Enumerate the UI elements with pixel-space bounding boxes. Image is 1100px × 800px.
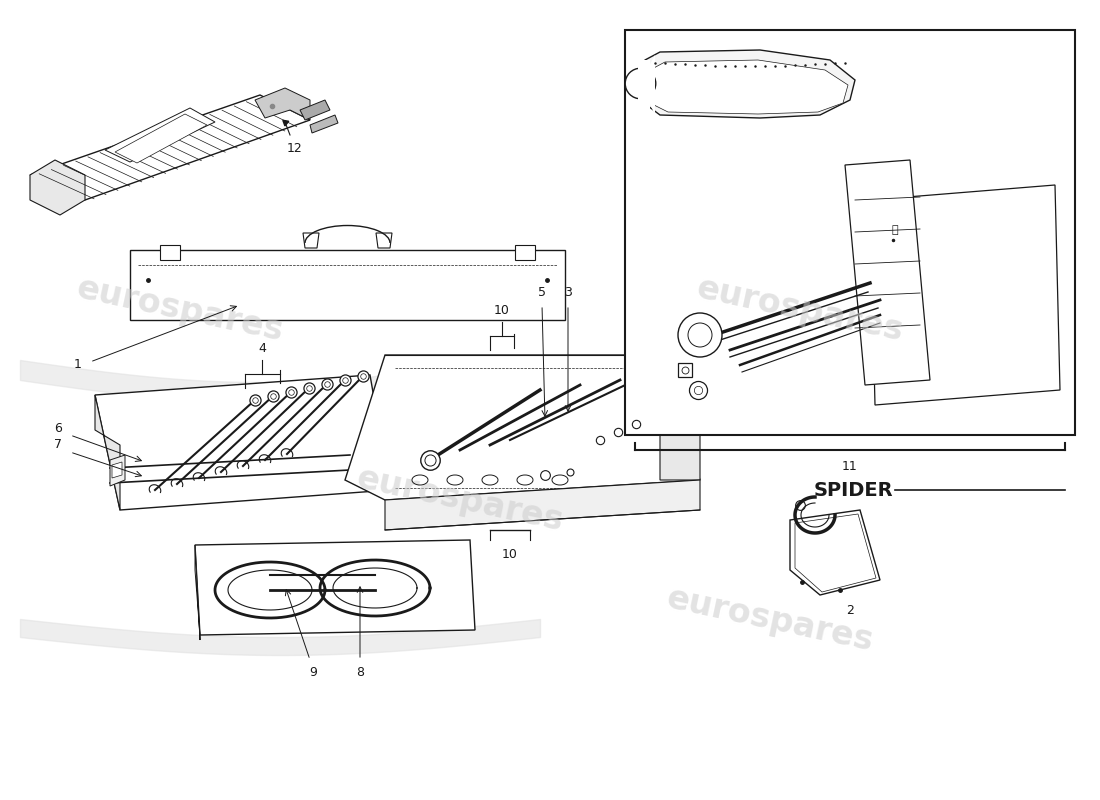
- Text: 10: 10: [494, 303, 510, 317]
- Polygon shape: [310, 115, 338, 133]
- Text: 7: 7: [54, 438, 62, 451]
- Text: SPIDER: SPIDER: [813, 481, 893, 499]
- Polygon shape: [255, 88, 310, 120]
- Text: 10: 10: [502, 549, 518, 562]
- Polygon shape: [130, 250, 565, 320]
- Polygon shape: [30, 95, 310, 200]
- Polygon shape: [112, 462, 122, 478]
- Polygon shape: [195, 545, 200, 640]
- Polygon shape: [645, 60, 848, 114]
- Polygon shape: [870, 185, 1060, 405]
- Polygon shape: [116, 114, 207, 163]
- Text: 5: 5: [538, 286, 546, 299]
- Polygon shape: [110, 455, 125, 486]
- Text: 2: 2: [846, 603, 854, 617]
- Polygon shape: [345, 355, 700, 500]
- Circle shape: [678, 313, 722, 357]
- Circle shape: [688, 323, 712, 347]
- Polygon shape: [385, 480, 700, 530]
- Polygon shape: [638, 60, 650, 110]
- Text: 11: 11: [843, 459, 858, 473]
- Text: eurospares: eurospares: [663, 582, 877, 658]
- Text: 6: 6: [54, 422, 62, 434]
- Polygon shape: [515, 245, 535, 260]
- Polygon shape: [795, 514, 876, 592]
- Polygon shape: [95, 395, 120, 510]
- Text: eurospares: eurospares: [693, 272, 906, 348]
- Text: 1: 1: [74, 358, 81, 371]
- Polygon shape: [638, 50, 855, 118]
- Text: 8: 8: [356, 666, 364, 678]
- Text: 3: 3: [564, 286, 572, 299]
- Text: eurospares: eurospares: [353, 462, 566, 538]
- Polygon shape: [376, 233, 392, 248]
- Polygon shape: [845, 160, 930, 385]
- Text: ᛃ: ᛃ: [892, 225, 899, 235]
- Polygon shape: [160, 245, 180, 260]
- Text: 4: 4: [258, 342, 266, 354]
- Polygon shape: [195, 540, 475, 635]
- Polygon shape: [104, 108, 214, 162]
- Polygon shape: [640, 55, 654, 115]
- Polygon shape: [302, 233, 319, 248]
- Text: 12: 12: [287, 142, 303, 154]
- Polygon shape: [660, 355, 700, 480]
- Polygon shape: [300, 100, 330, 120]
- Polygon shape: [30, 160, 85, 215]
- Polygon shape: [790, 510, 880, 595]
- Text: eurospares: eurospares: [74, 272, 286, 348]
- Text: 9: 9: [309, 666, 317, 678]
- Polygon shape: [95, 375, 390, 510]
- Polygon shape: [625, 30, 1075, 435]
